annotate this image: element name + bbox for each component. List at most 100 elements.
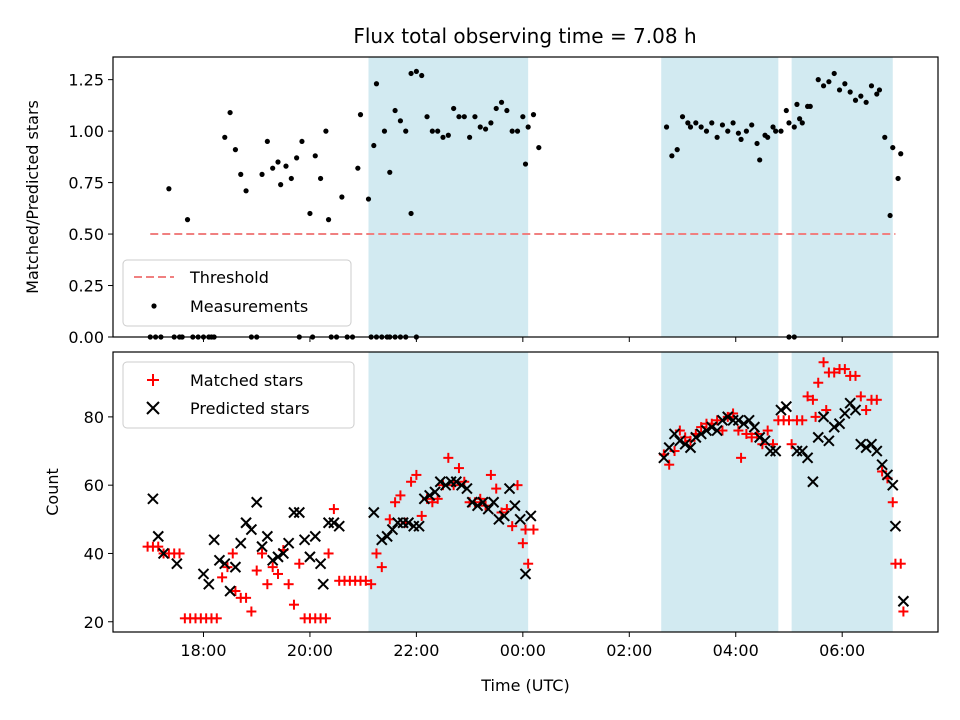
matched-star-point bbox=[273, 568, 283, 579]
predicted-star-point bbox=[418, 493, 431, 505]
x-tick-label: 00:00 bbox=[500, 641, 546, 660]
measurement-point bbox=[836, 87, 843, 93]
measurement-point bbox=[275, 159, 281, 165]
measurement-point bbox=[754, 140, 760, 147]
bottom-x-ticks: 18:00 20:00 22:00 00:00 02:00 04:00 06:00 bbox=[180, 632, 865, 660]
measurement-point bbox=[536, 144, 542, 151]
measurement-point bbox=[355, 165, 361, 171]
measurement-point bbox=[288, 175, 294, 182]
predicted-star-point bbox=[461, 482, 473, 495]
matched-star-point bbox=[251, 565, 262, 576]
measurement-point bbox=[738, 136, 744, 142]
predicted-star-point bbox=[668, 428, 681, 440]
measurement-point bbox=[238, 171, 244, 177]
predicted-star-point bbox=[716, 414, 729, 426]
measurement-point bbox=[730, 120, 736, 126]
measurement-point bbox=[419, 72, 425, 79]
measurement-point bbox=[770, 124, 776, 130]
predicted-star-point bbox=[471, 499, 484, 512]
measurement-point bbox=[270, 165, 276, 171]
measurement-point bbox=[488, 120, 494, 126]
bottom-legend: Matched stars Predicted stars bbox=[122, 361, 355, 429]
measurement-point bbox=[278, 182, 284, 188]
y-tick-label: 60 bbox=[84, 476, 104, 495]
y-tick-label: 0.25 bbox=[68, 277, 104, 296]
measurement-point bbox=[339, 194, 345, 200]
predicted-star-point bbox=[219, 558, 231, 570]
bottom-y-axis-label: Count bbox=[43, 468, 62, 516]
matched-star-point bbox=[485, 469, 496, 480]
measurement-point bbox=[794, 101, 800, 107]
predicted-star-point bbox=[525, 510, 537, 522]
measurement-point bbox=[482, 126, 489, 132]
matched-star-point bbox=[887, 497, 898, 508]
measurement-point bbox=[467, 134, 473, 140]
measurement-point bbox=[259, 171, 265, 177]
measurement-point bbox=[773, 128, 779, 134]
measurement-point bbox=[222, 134, 228, 140]
predicted-star-point bbox=[314, 558, 327, 570]
predicted-star-point bbox=[759, 435, 771, 447]
matched-star-point bbox=[802, 391, 813, 402]
predicted-star-point bbox=[413, 520, 425, 532]
predicted-star-point bbox=[881, 469, 894, 481]
predicted-star-point bbox=[197, 568, 210, 580]
predicted-star-point bbox=[376, 534, 388, 546]
measurement-point bbox=[693, 120, 699, 126]
predicted-star-point bbox=[748, 421, 761, 433]
shaded-interval-0 bbox=[368, 352, 529, 632]
bottom-axes-frame bbox=[112, 351, 939, 633]
matched-star-point bbox=[411, 469, 422, 480]
predicted-star-point bbox=[833, 418, 846, 430]
predicted-star-point bbox=[272, 551, 284, 563]
predicted-star-point bbox=[849, 404, 862, 416]
matched-star-point bbox=[416, 510, 427, 521]
measurement-point bbox=[831, 70, 837, 77]
x-axis-label: Time (UTC) bbox=[480, 676, 569, 695]
measurement-point bbox=[299, 138, 305, 145]
predicted-star-point bbox=[317, 578, 329, 590]
matched-star-point bbox=[712, 415, 723, 426]
measurement-point bbox=[184, 217, 191, 223]
matched-star-point bbox=[288, 599, 299, 610]
measurement-point bbox=[498, 99, 505, 105]
y-tick-label: 80 bbox=[84, 408, 104, 427]
measurement-point bbox=[525, 124, 531, 130]
matched-star-point bbox=[736, 452, 747, 463]
measurement-point bbox=[820, 83, 827, 89]
y-tick-label: 1.25 bbox=[68, 71, 104, 90]
bottom-shaded-intervals bbox=[368, 352, 893, 632]
measurement-point bbox=[408, 70, 414, 77]
predicted-star-point bbox=[871, 445, 883, 457]
measurement-point bbox=[778, 128, 784, 134]
top-x-ticks bbox=[202, 337, 843, 342]
measurement-point bbox=[357, 112, 364, 118]
predicted-star-point bbox=[322, 517, 335, 529]
measurement-point bbox=[371, 142, 377, 149]
measurement-point bbox=[882, 134, 888, 140]
predicted-star-point bbox=[368, 506, 380, 519]
measurement-point bbox=[749, 122, 755, 128]
measurement-point bbox=[424, 114, 430, 120]
measurement-point bbox=[786, 120, 792, 126]
predicted-star-point bbox=[203, 578, 215, 590]
predicted-star-point bbox=[208, 534, 220, 546]
predicted-star-point bbox=[224, 585, 236, 597]
predicted-star-point bbox=[509, 499, 521, 512]
measurement-point bbox=[847, 89, 853, 95]
shaded-interval-0 bbox=[368, 57, 529, 337]
shaded-interval-1 bbox=[661, 352, 779, 632]
measurement-point bbox=[863, 99, 869, 105]
predicted-star-point bbox=[402, 517, 415, 529]
matched-star-point bbox=[797, 415, 808, 426]
predicted-star-point bbox=[865, 438, 878, 450]
measurement-point bbox=[815, 77, 821, 83]
matched-star-point bbox=[395, 490, 406, 501]
bottom-y-ticks: 20 40 60 80 bbox=[84, 408, 113, 632]
measurement-point bbox=[890, 144, 896, 151]
measurement-point bbox=[852, 97, 859, 103]
measurement-point bbox=[703, 128, 710, 134]
predicted-star-point bbox=[753, 431, 766, 444]
predicted-star-point bbox=[157, 547, 170, 560]
